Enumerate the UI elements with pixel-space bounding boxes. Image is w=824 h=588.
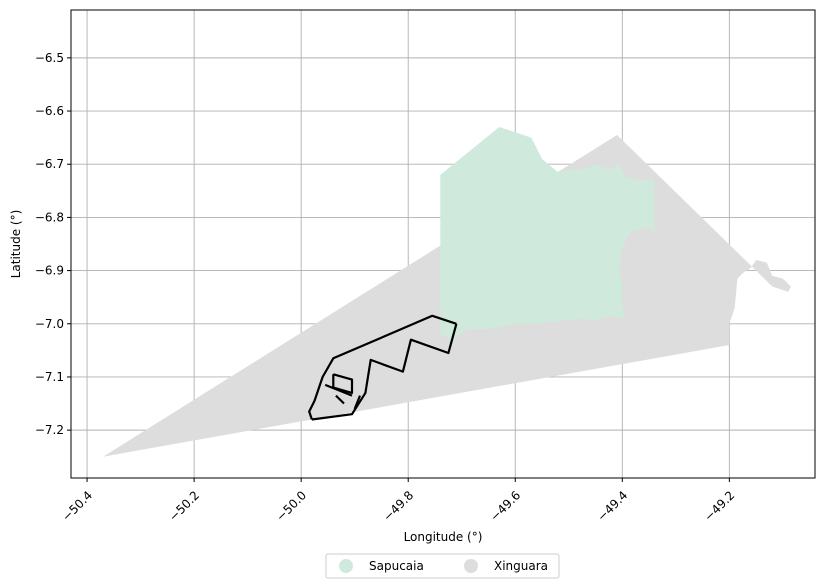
x-tick-label: −49.2 [702,488,738,524]
x-tick-label: −50.2 [166,488,202,524]
x-tick-label: −50.4 [59,488,95,524]
x-tick-label: −49.4 [594,488,630,524]
y-tick-label: −7.2 [35,423,64,437]
y-tick-label: −6.7 [35,157,64,171]
y-tick-label: −7.1 [35,370,64,384]
y-axis-label: Latitude (°) [9,210,23,279]
road-line [324,383,353,397]
legend-label-xinguara: Xinguara [494,559,548,573]
road-line [353,395,362,410]
legend-marker-sapucaia [339,559,353,573]
plot-frame [70,9,816,479]
road-line [311,323,458,421]
legend-marker-xinguara [464,559,478,573]
road-line [308,314,457,420]
y-tick-label: −6.5 [35,51,64,65]
road-line [335,394,345,405]
x-tick-label: −49.8 [380,488,416,524]
road-lines [308,314,458,421]
region-polygons [103,127,791,457]
y-tick-label: −6.9 [35,264,64,278]
legend: Sapucaia Xinguara [325,553,560,579]
y-tick-label: −7.0 [35,317,64,331]
x-tick-label: −49.6 [487,488,523,524]
x-tick-label: −50.0 [273,488,309,524]
legend-frame [325,553,560,579]
y-tick-label: −6.6 [35,104,64,118]
legend-label-sapucaia: Sapucaia [369,559,424,573]
road-line [332,373,354,394]
y-tick-label: −6.8 [35,210,64,224]
region-sapucaia [440,127,655,340]
x-axis-label: Longitude (°) [404,530,483,544]
